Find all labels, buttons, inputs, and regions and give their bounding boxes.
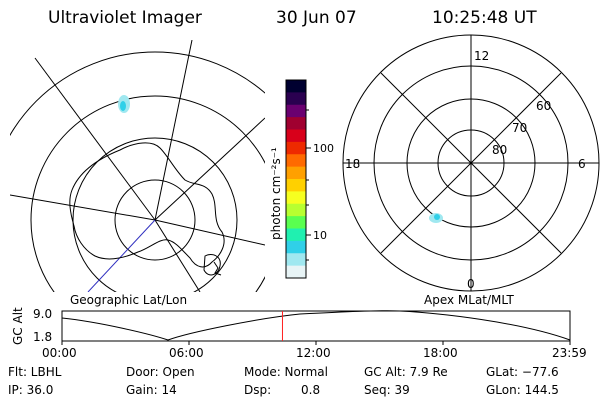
orbit-y-axis-label: GC Alt bbox=[11, 307, 25, 345]
time-label: 10:25:48 UT bbox=[432, 8, 537, 28]
mlt-label-6: 6 bbox=[578, 157, 586, 171]
geo-lat-circle-outer bbox=[30, 95, 265, 292]
color-bar-segment bbox=[286, 117, 306, 131]
color-bar-segment bbox=[286, 216, 306, 230]
glon-status: GLon: 144.5 bbox=[486, 383, 559, 397]
mode-status: Mode: Normal bbox=[244, 365, 328, 379]
color-bar-segment bbox=[286, 179, 306, 192]
color-bar-segment bbox=[286, 154, 306, 168]
geo-lat-circle-inner bbox=[114, 179, 196, 261]
orbit-xtick-label: 00:00 bbox=[42, 346, 77, 360]
color-bar-segment bbox=[286, 166, 306, 180]
coastline-detail bbox=[213, 261, 222, 276]
color-bar-frame bbox=[285, 79, 307, 279]
color-bar-segment bbox=[286, 191, 306, 205]
coastline bbox=[69, 142, 225, 268]
instrument-title: Ultraviolet Imager bbox=[48, 8, 202, 28]
gc-alt-status: GC Alt: 7.9 Re bbox=[364, 365, 448, 379]
orbit-xtick-label: 12:00 bbox=[296, 346, 331, 360]
gain-status: Gain: 14 bbox=[126, 383, 177, 397]
orbit-ytick: 1.8 bbox=[33, 330, 52, 344]
door-status: Door: Open bbox=[126, 365, 195, 379]
geo-meridian bbox=[154, 117, 265, 221]
mlt-label-18: 18 bbox=[345, 157, 360, 171]
color-bar-segment bbox=[286, 253, 306, 267]
geo-lat-circle-mid bbox=[72, 137, 238, 292]
orbit-xtick-label: 18:00 bbox=[423, 346, 458, 360]
geo-meridian-dateline bbox=[87, 219, 156, 292]
color-bar: 100 10 photon cm⁻²s⁻¹ bbox=[269, 79, 334, 279]
mlt-label-0: 0 bbox=[467, 277, 475, 291]
color-bar-segment bbox=[286, 240, 306, 254]
orbit-xtick-label: 06:00 bbox=[169, 346, 204, 360]
aurora-blob-core bbox=[120, 101, 126, 111]
geo-meridian bbox=[34, 57, 156, 221]
orbit-ytick: 9.0 bbox=[33, 307, 52, 321]
mag-diagonal bbox=[380, 72, 562, 254]
geo-meridian bbox=[154, 40, 193, 221]
geo-lat-circle-edge bbox=[10, 51, 265, 137]
color-bar-segment bbox=[286, 104, 306, 118]
mag-caption: Apex MLat/MLT bbox=[424, 293, 514, 307]
color-bar-unit-label: photon cm⁻²s⁻¹ bbox=[269, 147, 283, 240]
color-bar-segment bbox=[286, 141, 306, 155]
seq-status: Seq: 39 bbox=[364, 383, 410, 397]
mlat-label-70: 70 bbox=[512, 121, 527, 135]
color-bar-segment bbox=[286, 228, 306, 242]
orbit-plot: 9.0 1.8 GC Alt bbox=[11, 307, 571, 345]
orbit-frame bbox=[61, 310, 571, 342]
color-bar-segment bbox=[286, 80, 306, 93]
dsp-value: 0.8 bbox=[301, 383, 321, 397]
orbit-xtick-label: 23:59 bbox=[552, 346, 587, 360]
geo-meridian bbox=[154, 219, 201, 292]
geo-meridian bbox=[10, 194, 156, 221]
color-bar-segment bbox=[286, 129, 306, 143]
mlat-label-80: 80 bbox=[492, 143, 507, 157]
geographic-map bbox=[10, 40, 265, 292]
geo-meridian bbox=[154, 219, 265, 246]
color-bar-tick-label: 10 bbox=[313, 229, 327, 242]
coastline-island bbox=[203, 253, 221, 276]
date-label: 30 Jun 07 bbox=[276, 8, 357, 28]
color-bar-segment bbox=[286, 203, 306, 217]
magnetic-map bbox=[342, 34, 600, 292]
filter-status: Flt: LBHL bbox=[8, 365, 62, 379]
mlt-label-12: 12 bbox=[474, 49, 489, 63]
mlat-label-60: 60 bbox=[536, 99, 551, 113]
orbit-altitude-curve bbox=[61, 310, 571, 341]
ip-status: IP: 36.0 bbox=[8, 383, 54, 397]
color-bar-segment bbox=[286, 265, 306, 279]
glat-status: GLat: −77.6 bbox=[486, 365, 559, 379]
color-bar-segment bbox=[286, 92, 306, 106]
color-bar-tick-label: 100 bbox=[313, 142, 334, 155]
geo-caption: Geographic Lat/Lon bbox=[70, 293, 187, 307]
dsp-label: Dsp: bbox=[244, 383, 272, 397]
mag-aurora-blob-core bbox=[434, 214, 440, 220]
